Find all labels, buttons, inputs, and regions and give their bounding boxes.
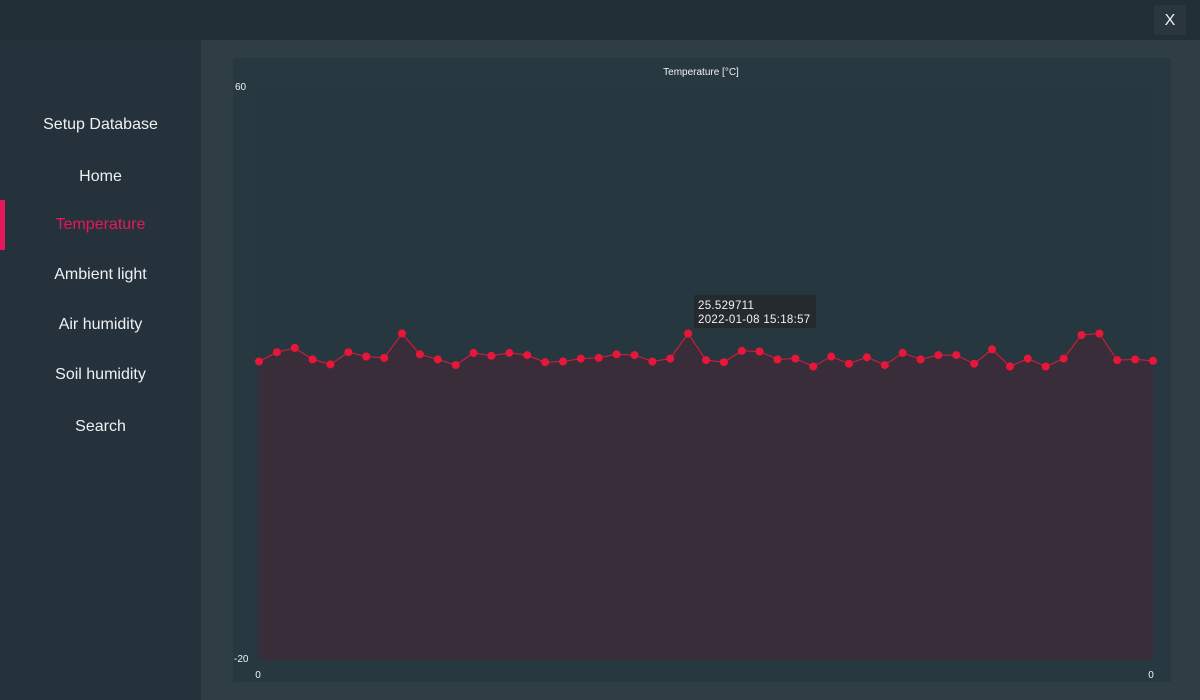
data-point[interactable] bbox=[898, 348, 907, 357]
data-point[interactable] bbox=[559, 357, 567, 366]
data-point[interactable] bbox=[1059, 354, 1068, 363]
data-point[interactable] bbox=[952, 351, 961, 360]
data-point[interactable] bbox=[809, 362, 818, 371]
data-point[interactable] bbox=[255, 357, 263, 366]
data-point[interactable] bbox=[988, 345, 997, 354]
data-point[interactable] bbox=[880, 361, 889, 370]
sidebar-item-air-humidity[interactable]: Air humidity bbox=[58, 316, 143, 333]
y-tick-label-max: 60 bbox=[235, 82, 247, 93]
data-point[interactable] bbox=[1113, 356, 1122, 365]
data-point[interactable] bbox=[934, 351, 943, 360]
data-point[interactable] bbox=[737, 346, 746, 355]
y-tick-label-min: -20 bbox=[234, 654, 249, 665]
data-point[interactable] bbox=[594, 353, 603, 362]
sidebar-item-ambient-light[interactable]: Ambient light bbox=[54, 266, 147, 283]
data-point[interactable] bbox=[1041, 362, 1050, 371]
data-point[interactable] bbox=[290, 343, 299, 352]
data-point[interactable] bbox=[916, 355, 925, 364]
data-point[interactable] bbox=[415, 350, 424, 359]
data-point[interactable] bbox=[576, 354, 585, 363]
data-point[interactable] bbox=[433, 355, 442, 364]
data-point[interactable] bbox=[1131, 355, 1140, 364]
data-point[interactable] bbox=[648, 357, 657, 366]
chart-title: Temperature [°C] bbox=[663, 67, 739, 78]
data-point[interactable] bbox=[773, 355, 782, 364]
tooltip-timestamp: 2022-01-08 15:18:57 bbox=[698, 314, 811, 326]
data-point[interactable] bbox=[1095, 329, 1104, 338]
sidebar-item-temperature[interactable]: Temperature bbox=[55, 216, 146, 233]
data-point[interactable] bbox=[827, 352, 836, 361]
data-point[interactable] bbox=[666, 354, 675, 363]
sidebar: Setup Database Home Temperature Ambient … bbox=[0, 40, 201, 700]
active-indicator bbox=[0, 200, 5, 250]
data-point[interactable] bbox=[702, 356, 710, 365]
data-point[interactable] bbox=[308, 355, 317, 364]
sidebar-item-home[interactable]: Home bbox=[79, 168, 122, 185]
sidebar-item-search[interactable]: Search bbox=[75, 418, 126, 435]
data-point-tooltip: 25.529711 2022-01-08 15:18:57 bbox=[694, 295, 816, 328]
x-tick-label-end: 0 bbox=[1148, 670, 1154, 681]
data-point[interactable] bbox=[469, 348, 478, 357]
data-point[interactable] bbox=[398, 329, 406, 338]
data-point[interactable] bbox=[344, 348, 353, 357]
title-bar: X bbox=[0, 0, 1200, 40]
data-point[interactable] bbox=[523, 351, 532, 360]
data-point[interactable] bbox=[380, 353, 389, 362]
data-point[interactable] bbox=[272, 348, 281, 357]
close-button[interactable]: X bbox=[1154, 5, 1186, 35]
sidebar-item-soil-humidity[interactable]: Soil humidity bbox=[55, 366, 146, 383]
data-point[interactable] bbox=[719, 358, 728, 367]
data-point[interactable] bbox=[862, 353, 871, 362]
data-point[interactable] bbox=[612, 350, 621, 359]
data-point[interactable] bbox=[1077, 331, 1086, 339]
data-point[interactable] bbox=[1149, 356, 1157, 365]
data-point[interactable] bbox=[362, 352, 371, 361]
series-area bbox=[259, 333, 1153, 660]
sidebar-item-setup-database[interactable]: Setup Database bbox=[43, 116, 158, 133]
data-point[interactable] bbox=[684, 329, 693, 338]
data-point[interactable] bbox=[755, 347, 764, 356]
data-point[interactable] bbox=[630, 351, 639, 360]
data-point[interactable] bbox=[541, 358, 550, 367]
data-point[interactable] bbox=[505, 348, 514, 357]
data-point[interactable] bbox=[970, 359, 979, 368]
data-point[interactable] bbox=[845, 359, 853, 368]
data-point[interactable] bbox=[451, 361, 460, 370]
data-point[interactable] bbox=[1006, 362, 1014, 371]
data-point[interactable] bbox=[1023, 354, 1032, 363]
x-tick-label-start: 0 bbox=[255, 670, 261, 681]
data-point[interactable] bbox=[326, 360, 335, 369]
tooltip-value: 25.529711 bbox=[698, 300, 755, 312]
data-point[interactable] bbox=[791, 354, 800, 363]
data-point[interactable] bbox=[487, 351, 496, 360]
